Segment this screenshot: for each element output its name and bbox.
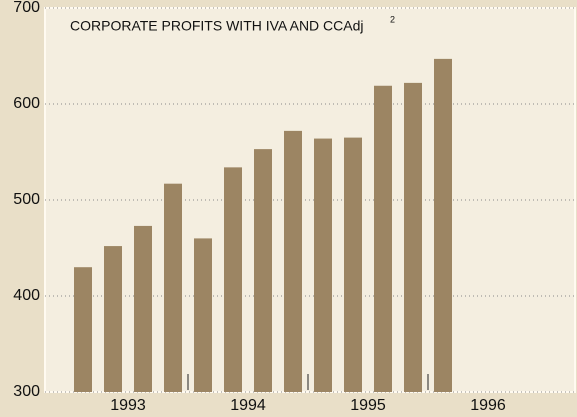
bar (254, 149, 272, 392)
bar (74, 267, 92, 392)
y-tick-label: 700 (13, 0, 40, 16)
bar (194, 238, 212, 392)
bar (314, 138, 332, 392)
bar (434, 58, 452, 392)
y-tick-label: 600 (13, 95, 40, 112)
y-tick-label: 400 (13, 287, 40, 304)
bar (374, 85, 392, 392)
bar (164, 183, 182, 392)
bar (284, 130, 302, 392)
y-tick-label: 500 (13, 191, 40, 208)
bar (224, 167, 242, 392)
y-tick-label: 300 (13, 383, 40, 400)
bar (104, 246, 122, 392)
title-footnote: 2 (390, 14, 395, 24)
chart-title: CORPORATE PROFITS WITH IVA AND CCAdj (70, 18, 364, 34)
x-group-label: 1993 (110, 397, 146, 414)
bar (134, 225, 152, 392)
x-group-label: 1996 (470, 397, 506, 414)
x-group-label: 1995 (350, 397, 386, 414)
bar (344, 137, 362, 392)
x-group-label: 1994 (230, 397, 266, 414)
bar (404, 82, 422, 392)
